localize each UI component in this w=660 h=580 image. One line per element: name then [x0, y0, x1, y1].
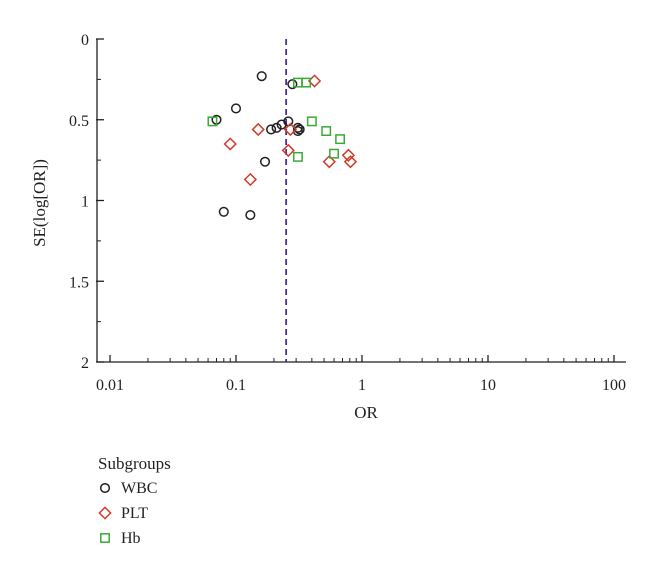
y-tick-label: 2 — [81, 355, 89, 372]
legend-marker-plt — [98, 506, 112, 520]
x-tick-label: 1 — [358, 377, 366, 394]
plt-point — [281, 143, 295, 158]
hb-point — [335, 134, 346, 145]
wbc-point — [230, 103, 242, 114]
x-tick-label: 10 — [480, 377, 496, 394]
plt-point — [243, 172, 258, 187]
wbc-point — [245, 209, 256, 221]
x-tick-label: 100 — [602, 377, 626, 394]
x-tick-label: 0.01 — [96, 377, 124, 394]
y-tick-label: 1.5 — [69, 274, 89, 291]
plt-point — [223, 137, 237, 151]
wbc-point — [287, 79, 298, 90]
legend-label-plt: PLT — [121, 505, 148, 522]
x-tick-label: 0.1 — [226, 377, 246, 394]
wbc-point — [266, 124, 277, 135]
hb-point — [292, 151, 303, 162]
hb-point — [301, 77, 312, 88]
x-axis-title: OR — [354, 403, 378, 422]
hb-point — [321, 126, 332, 137]
legend-marker-hb — [100, 533, 110, 543]
legend-entries: WBC PLT Hb — [98, 480, 157, 547]
legend-label-hb: Hb — [121, 530, 141, 547]
legend-label-wbc: WBC — [121, 480, 157, 497]
hb-point — [292, 77, 303, 88]
hb-point — [207, 116, 218, 127]
series-wbc — [211, 71, 305, 221]
plt-point — [251, 122, 265, 137]
wbc-point — [218, 206, 229, 217]
legend-marker-wbc — [99, 482, 111, 494]
wbc-point — [259, 156, 271, 167]
hb-point — [329, 148, 339, 159]
legend-title: Subgroups — [98, 454, 171, 473]
hb-point — [306, 116, 317, 127]
y-tick-label: 0 — [81, 32, 89, 49]
wbc-point — [276, 119, 287, 130]
series-hb — [207, 77, 346, 162]
plt-point — [341, 148, 356, 162]
plt-point — [283, 122, 298, 137]
legend: Subgroups WBC PLT Hb — [98, 454, 171, 547]
plt-point — [343, 155, 358, 169]
y-tick-label: 0.5 — [69, 113, 89, 130]
plot-axes: 0 0.5 1 1.5 2 0.01 0.1 1 10 100 — [69, 32, 626, 394]
series-plt — [223, 74, 358, 187]
data-points — [207, 71, 358, 221]
y-tick-label: 1 — [81, 194, 89, 211]
y-axis-title: SE(log[OR]) — [30, 159, 49, 247]
wbc-point — [256, 71, 267, 82]
plt-point — [322, 155, 336, 169]
wbc-point — [271, 122, 282, 133]
